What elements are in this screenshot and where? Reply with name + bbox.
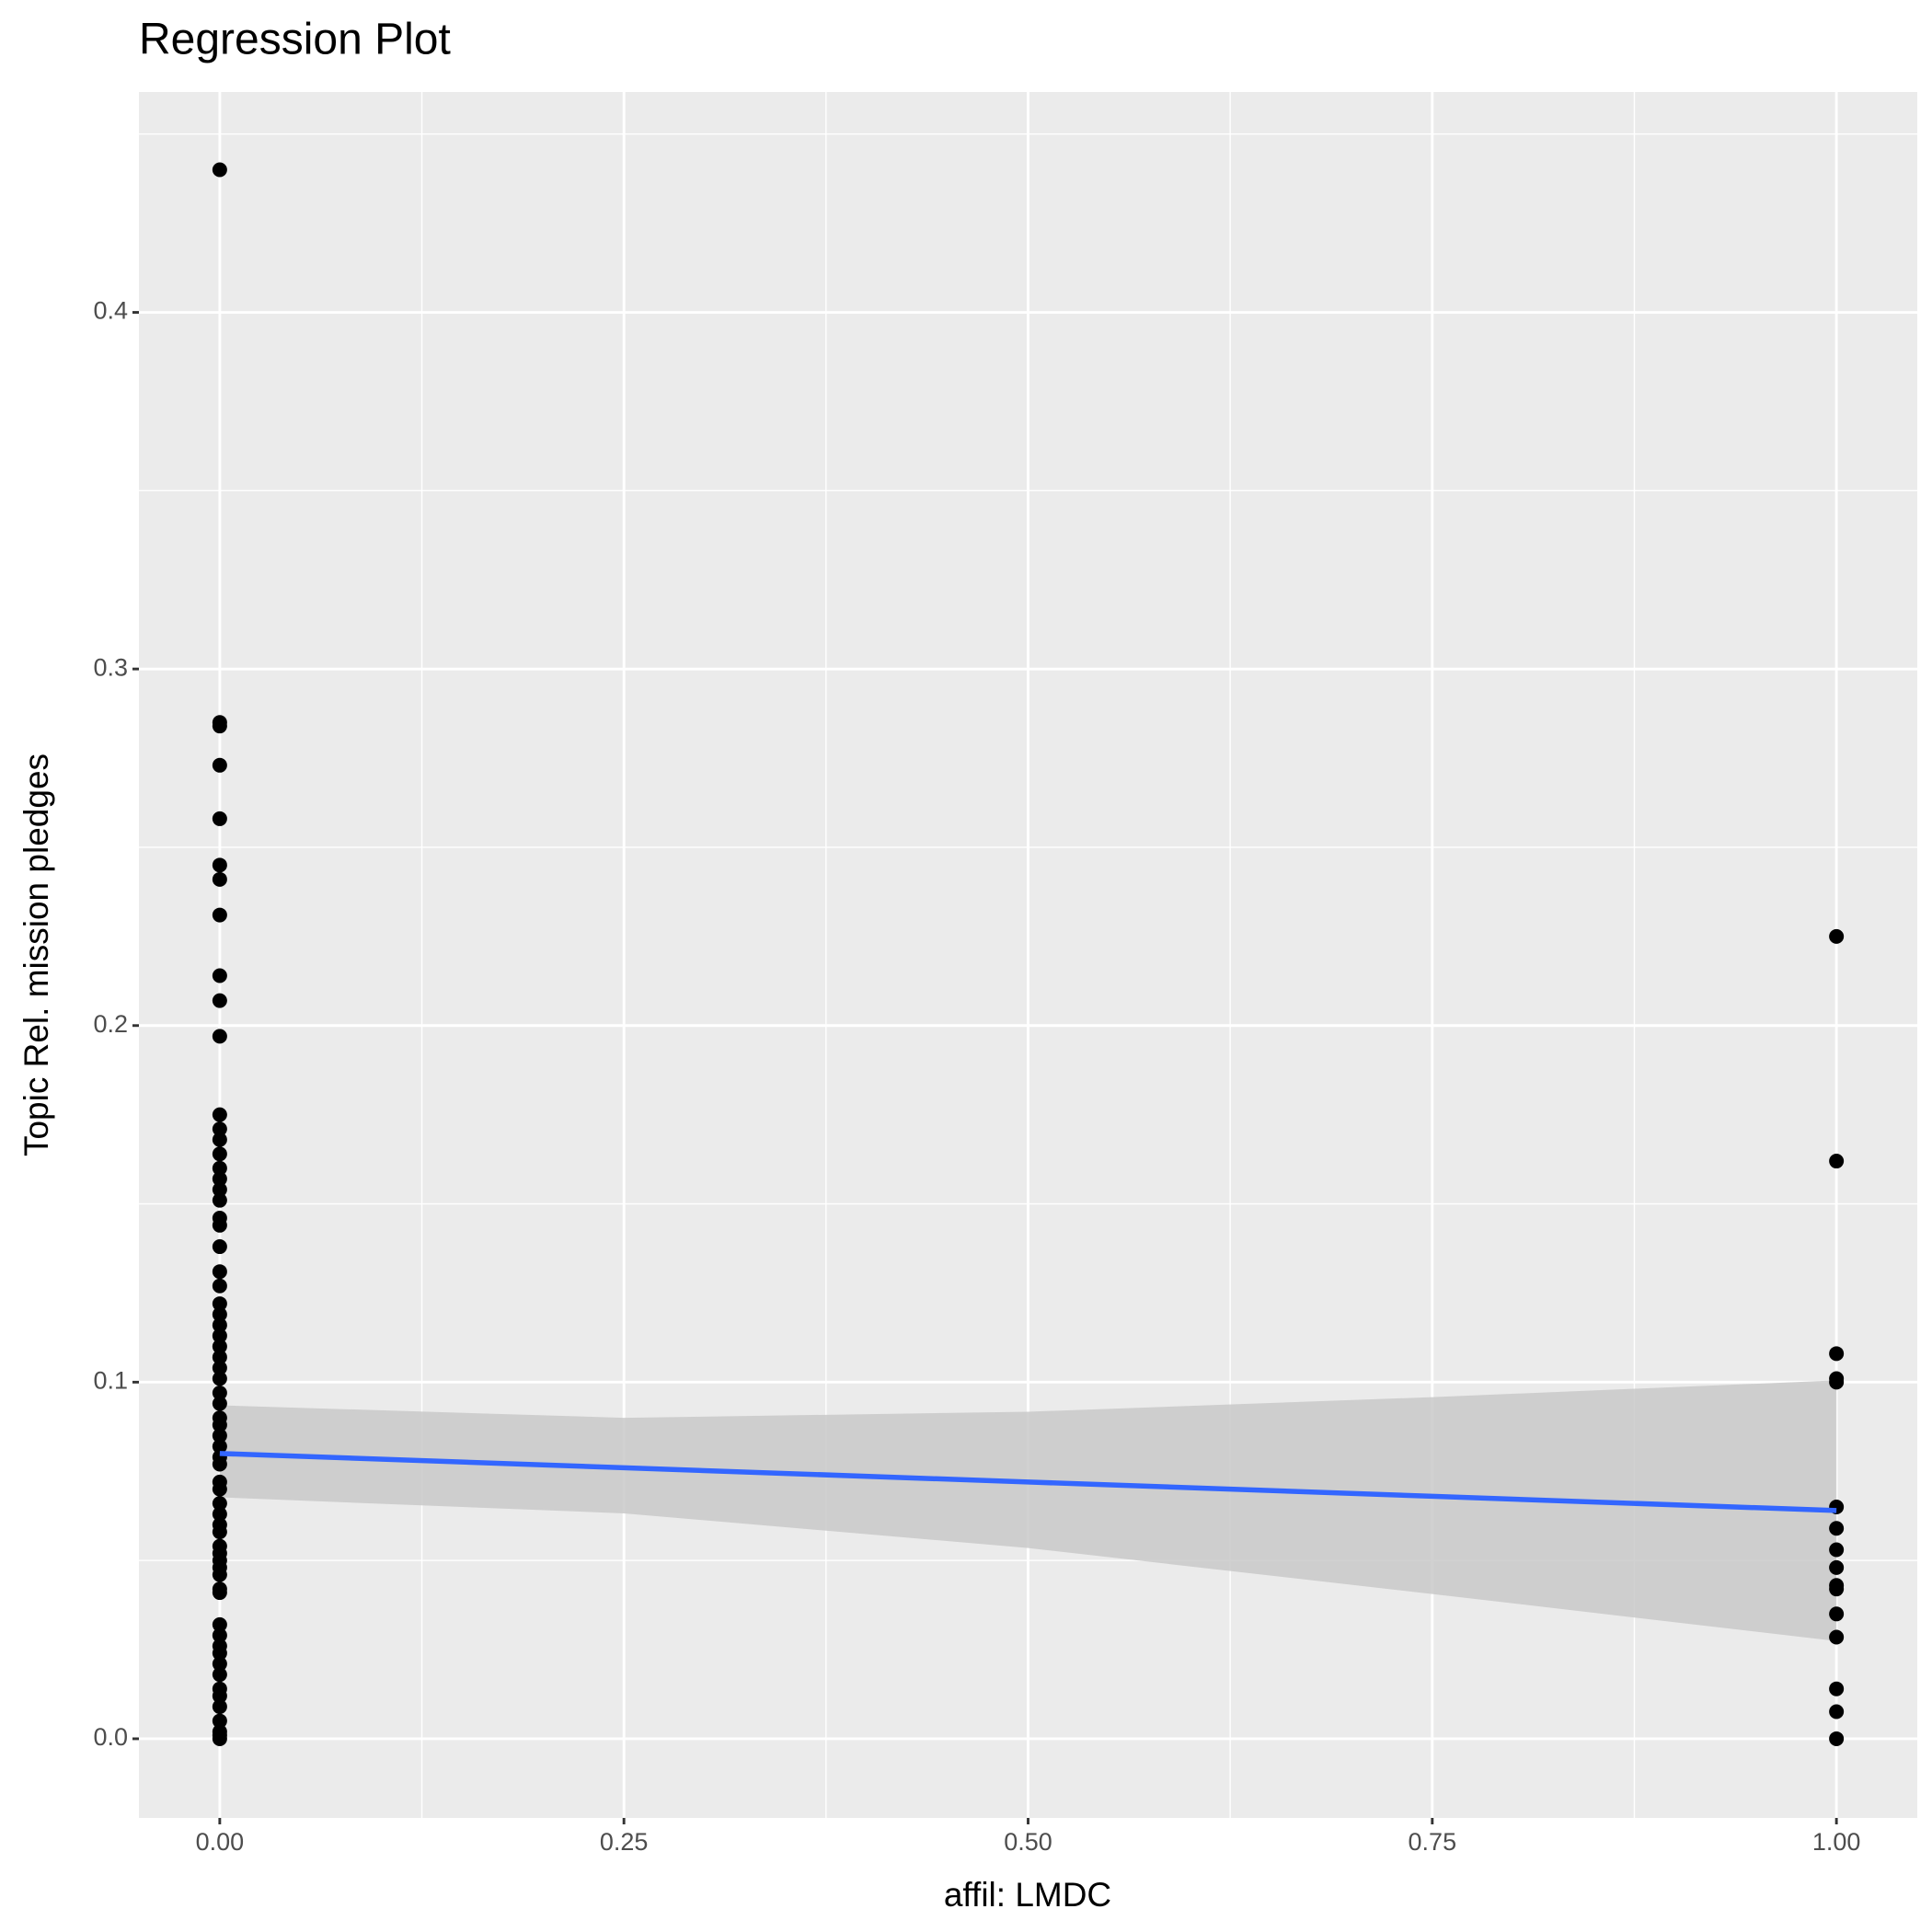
point: [212, 1306, 227, 1322]
point: [212, 871, 227, 887]
point: [212, 1428, 227, 1443]
x-tick-label: 1.00: [1812, 1828, 1861, 1856]
point: [212, 1667, 227, 1683]
point: [212, 1627, 227, 1643]
point: [212, 1182, 227, 1198]
point: [212, 1506, 227, 1522]
point: [212, 1317, 227, 1333]
point: [212, 1350, 227, 1365]
point: [1829, 1606, 1845, 1622]
point: [212, 1029, 227, 1044]
point: [212, 1524, 227, 1540]
x-axis-label: affil: LMDC: [944, 1876, 1111, 1914]
point: [1829, 928, 1845, 944]
point: [212, 1107, 227, 1122]
chart-title: Regression Plot: [139, 16, 451, 64]
point: [212, 857, 227, 873]
point: [212, 1132, 227, 1147]
point: [212, 1146, 227, 1162]
point: [212, 1385, 227, 1400]
point: [212, 1192, 227, 1208]
point: [1829, 1704, 1845, 1719]
point: [212, 1699, 227, 1715]
regression-line: [219, 1451, 1837, 1513]
point: [212, 1360, 227, 1375]
point: [1829, 1681, 1845, 1696]
point: [212, 1567, 227, 1582]
x-tick-label: 0.50: [1004, 1828, 1052, 1856]
point: [212, 907, 227, 923]
y-tick-label: 0.1: [93, 1366, 128, 1394]
point: [1829, 1521, 1845, 1536]
point: [1829, 1581, 1845, 1597]
point: [212, 1328, 227, 1343]
point: [212, 1585, 227, 1601]
y-tick-label: 0.4: [93, 297, 128, 325]
y-tick-label: 0.3: [93, 653, 128, 681]
point: [212, 1171, 227, 1187]
x-tick-label: 0.25: [600, 1828, 649, 1856]
point: [212, 993, 227, 1008]
point: [212, 1264, 227, 1280]
point: [212, 1481, 227, 1497]
x-tick-label: 0.75: [1409, 1828, 1457, 1856]
point: [1829, 1559, 1845, 1575]
point: [212, 1456, 227, 1472]
point: [1829, 1154, 1845, 1169]
x-tick-label: 0.00: [196, 1828, 245, 1856]
point: [212, 1439, 227, 1455]
point: [212, 1645, 227, 1661]
point: [212, 1339, 227, 1354]
point: [212, 1239, 227, 1255]
point: [1829, 1731, 1845, 1746]
y-axis-label: Topic Rel. mission pledges: [17, 753, 55, 1156]
point: [212, 162, 227, 178]
point: [212, 968, 227, 983]
y-tick-label: 0.2: [93, 1010, 128, 1038]
point: [212, 1616, 227, 1632]
point: [212, 1296, 227, 1312]
point: [1829, 1542, 1845, 1558]
point: [212, 757, 227, 773]
point: [212, 1496, 227, 1512]
point: [212, 1713, 227, 1729]
point: [212, 1217, 227, 1233]
point: [212, 1396, 227, 1411]
point: [212, 1160, 227, 1176]
point: [212, 1278, 227, 1294]
point: [212, 1121, 227, 1137]
y-tick-label: 0.0: [93, 1723, 128, 1751]
point: [212, 1371, 227, 1386]
point: [212, 1688, 227, 1704]
point: [212, 1731, 227, 1746]
point: [212, 1417, 227, 1432]
point: [212, 811, 227, 826]
point: [212, 719, 227, 734]
point: [1829, 1374, 1845, 1390]
point: [1829, 1629, 1845, 1645]
point: [1829, 1346, 1845, 1362]
point: [212, 1656, 227, 1672]
confidence-band: [219, 1380, 1837, 1641]
